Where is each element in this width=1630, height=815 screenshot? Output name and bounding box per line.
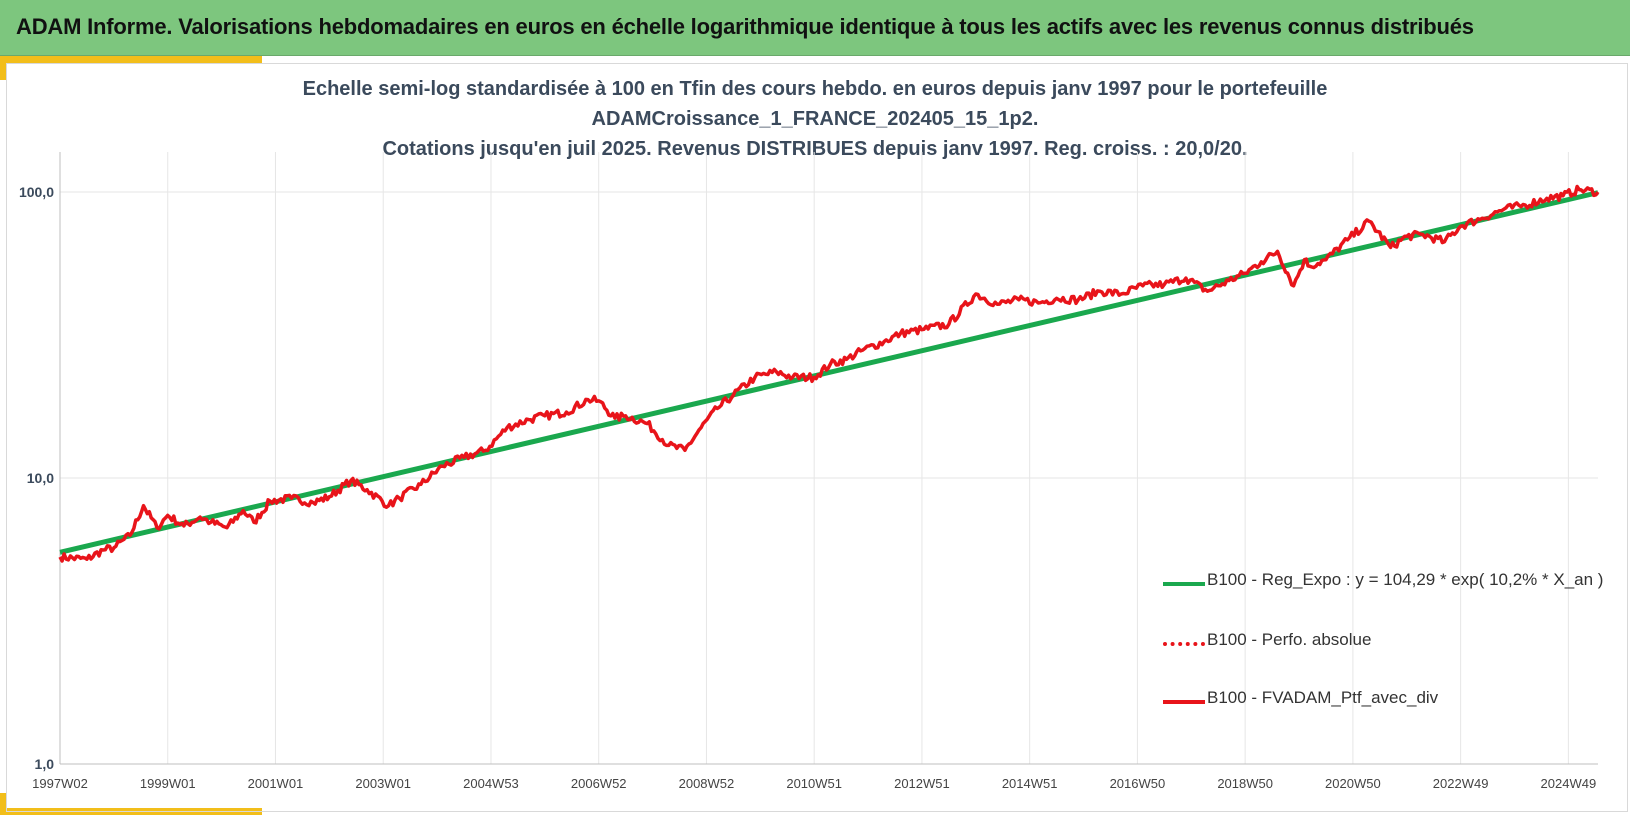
accent-bar-left-top bbox=[0, 56, 7, 80]
x-tick-label: 2001W01 bbox=[248, 776, 304, 791]
header-banner: ADAM Informe. Valorisations hebdomadaire… bbox=[0, 0, 1630, 56]
accent-bar-top bbox=[0, 56, 262, 63]
chart-title: Echelle semi-log standardisée à 100 en T… bbox=[302, 78, 1328, 100]
accent-bar-left-bottom bbox=[0, 793, 7, 815]
legend-swatch-regression bbox=[1163, 582, 1205, 586]
x-tick-label: 2003W01 bbox=[355, 776, 411, 791]
y-tick-label: 1,0 bbox=[35, 756, 55, 772]
x-tick-label: 1999W01 bbox=[140, 776, 196, 791]
legend-label-regression: B100 - Reg_Expo : y = 104,29 * exp( 10,2… bbox=[1207, 570, 1604, 589]
x-tick-label: 2010W51 bbox=[786, 776, 842, 791]
x-tick-label: 2004W53 bbox=[463, 776, 519, 791]
x-tick-label: 2018W50 bbox=[1217, 776, 1273, 791]
legend-label-portfolio: B100 - FVADAM_Ptf_avec_div bbox=[1207, 688, 1439, 707]
x-tick-label: 1997W02 bbox=[32, 776, 88, 791]
legend-swatch-perfo bbox=[1163, 642, 1205, 646]
legend-item-perfo: B100 - Perfo. absolue bbox=[1163, 630, 1623, 656]
series-line-portfolio bbox=[58, 184, 1600, 563]
x-tick-label: 2016W50 bbox=[1110, 776, 1166, 791]
legend-swatch-portfolio bbox=[1163, 700, 1205, 704]
x-tick-label: 2014W51 bbox=[1002, 776, 1058, 791]
y-tick-label: 100,0 bbox=[19, 184, 54, 200]
x-tick-label: 2012W51 bbox=[894, 776, 950, 791]
legend-item-portfolio: B100 - FVADAM_Ptf_avec_div bbox=[1163, 688, 1623, 714]
x-tick-label: 2006W52 bbox=[571, 776, 627, 791]
page-title: ADAM Informe. Valorisations hebdomadaire… bbox=[16, 14, 1474, 39]
x-tick-label: 2024W49 bbox=[1541, 776, 1597, 791]
x-tick-label: 2020W50 bbox=[1325, 776, 1381, 791]
chart-frame bbox=[6, 63, 1628, 812]
y-tick-label: 10,0 bbox=[27, 470, 54, 486]
legend-label-perfo: B100 - Perfo. absolue bbox=[1207, 630, 1372, 649]
x-tick-label: 2008W52 bbox=[679, 776, 735, 791]
x-tick-label: 2022W49 bbox=[1433, 776, 1489, 791]
series-line-regression bbox=[59, 190, 1599, 555]
legend-item-regression: B100 - Reg_Expo : y = 104,29 * exp( 10,2… bbox=[1163, 570, 1623, 596]
chart-subtitle: ADAMCroissance_1_FRANCE_202405_15_1p2. bbox=[591, 108, 1039, 130]
